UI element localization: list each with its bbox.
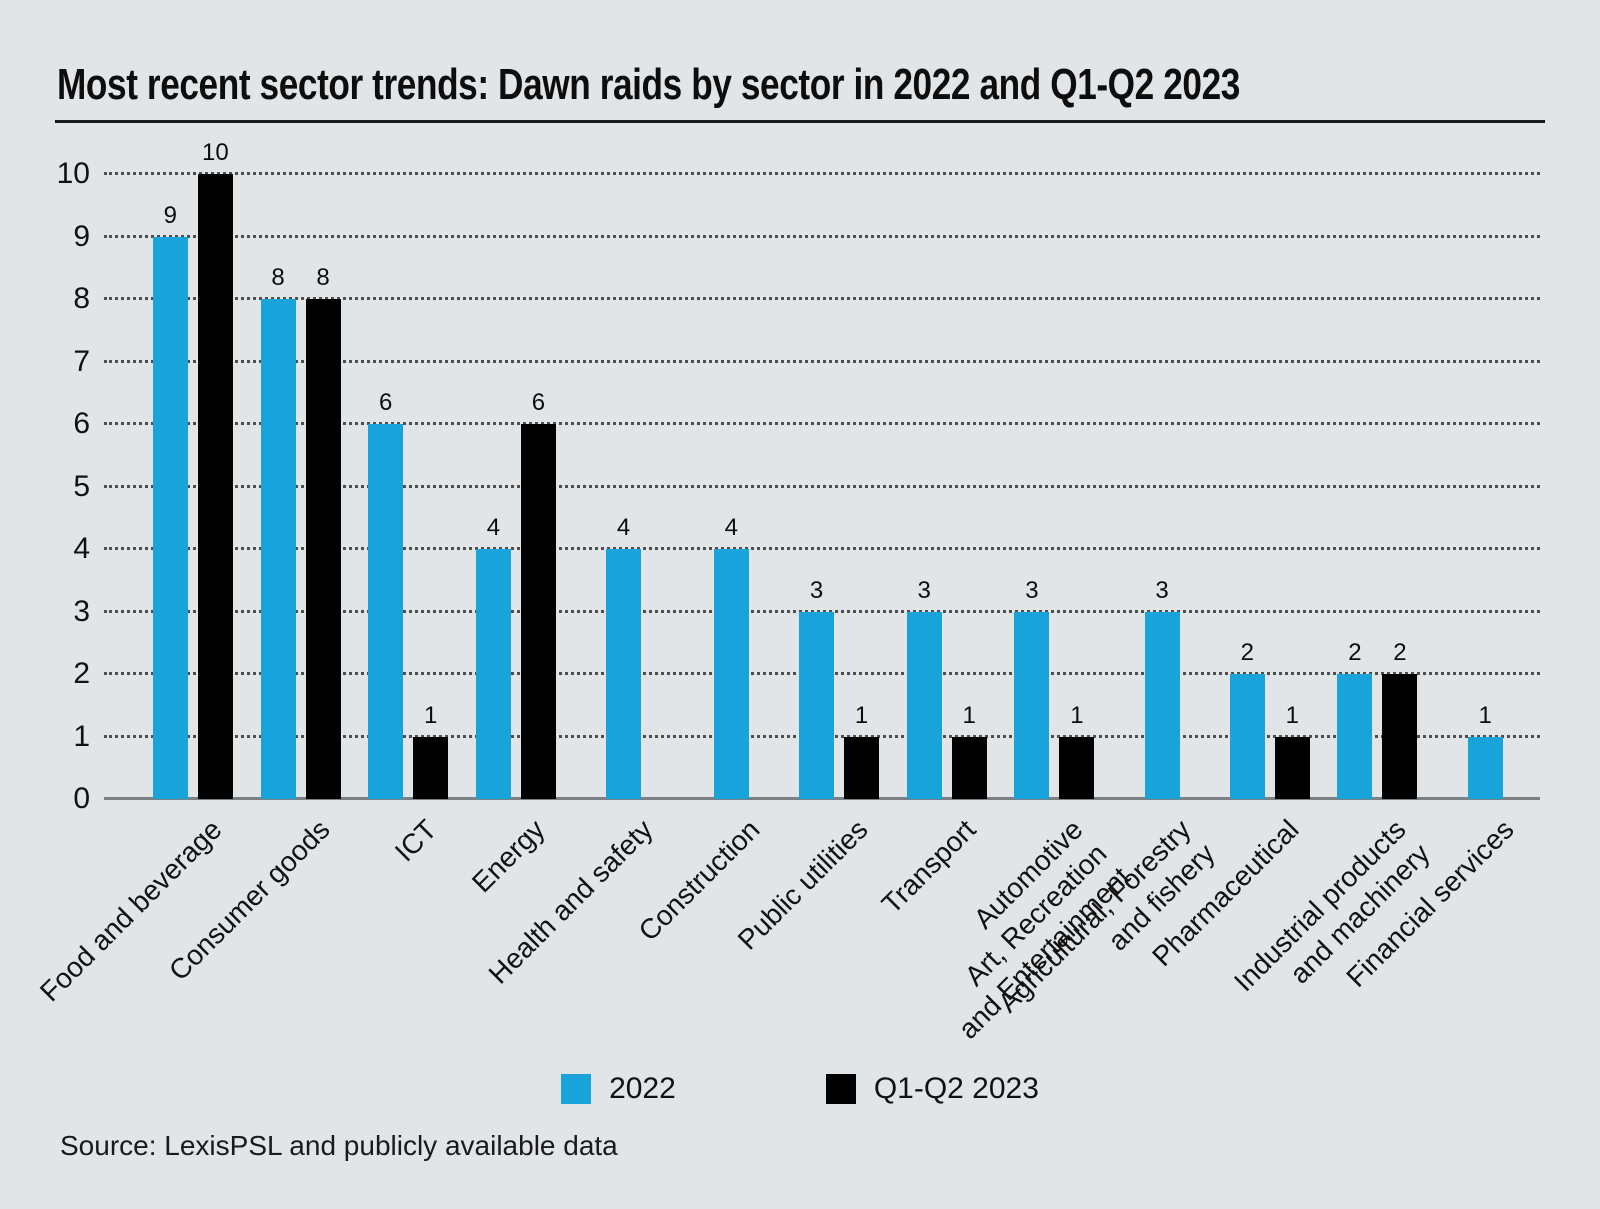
bar-2022-health-and-safety: [606, 549, 642, 799]
value-label-q1-q2-2023-consumer-goods: 8: [316, 264, 330, 291]
bar-2022-industrial-products-and-machinery: [1337, 674, 1373, 799]
bar-q1-q2-2023-ict: [413, 736, 449, 799]
bar-q1-q2-2023-energy: [520, 424, 556, 799]
gridline-4: [104, 547, 1540, 550]
value-label-2022-ict: 6: [379, 389, 393, 416]
value-label-q1-q2-2023-industrial-products-and-machinery: 2: [1393, 639, 1407, 666]
bar-q1-q2-2023-automotive-art-recreation-and-entertainment: [1059, 736, 1095, 799]
value-label-2022-food-and-beverage: 9: [163, 201, 178, 229]
legend-item-2022: 2022: [561, 1074, 676, 1104]
x-label-financial-services: Financial services: [1097, 813, 1519, 993]
y-tick-6: 6: [73, 407, 90, 440]
legend-item-q1q2-2023: Q1-Q2 2023: [825, 1072, 1039, 1105]
bar-q1-q2-2023-transport: [951, 736, 987, 799]
y-tick-0: 0: [73, 782, 90, 815]
bar-2022-consumer-goods: [260, 299, 296, 799]
bar-2022-energy: [475, 549, 511, 799]
value-label-2022-health-and-safety: 4: [616, 514, 631, 541]
value-label-2022-consumer-goods: 8: [271, 264, 285, 291]
source-note: Source: LexisPSL and publicly available …: [60, 1130, 618, 1161]
bar-2022-financial-services: [1467, 736, 1503, 799]
value-label-q1-q2-2023-food-and-beverage: 10: [201, 139, 229, 166]
bar-q1-q2-2023-food-and-beverage: [197, 174, 233, 799]
value-label-2022-energy: 4: [486, 514, 501, 541]
value-label-q1-q2-2023-pharmaceutical: 1: [1285, 701, 1299, 729]
y-tick-3: 3: [73, 594, 90, 628]
gridline-10: [104, 172, 1540, 175]
bar-q1-q2-2023-industrial-products-and-machinery: [1382, 674, 1418, 799]
value-label-q1-q2-2023-public-utilities: 1: [854, 701, 869, 729]
value-label-2022-construction: 4: [724, 514, 738, 541]
value-label-2022-public-utilities: 3: [809, 576, 824, 604]
y-tick-1: 1: [73, 719, 90, 753]
y-tick-10: 10: [56, 157, 90, 190]
value-label-q1-q2-2023-energy: 6: [531, 389, 546, 416]
legend-label-2022: 2022: [609, 1072, 676, 1105]
legend-swatch-q1q2-2023: [825, 1074, 856, 1104]
bar-q1-q2-2023-public-utilities: [844, 736, 879, 799]
value-label-2022-financial-services: 1: [1478, 701, 1492, 729]
bar-2022-automotive-art-recreation-and-entertainment: [1014, 611, 1050, 799]
legend-label-q1q2-2023: Q1-Q2 2023: [873, 1072, 1039, 1105]
bar-2022-construction: [713, 549, 749, 799]
value-label-2022-transport: 3: [917, 576, 931, 604]
chart-legend: 2022 Q1-Q2 2023: [0, 1074, 1600, 1104]
bar-2022-food-and-beverage: [152, 236, 188, 799]
value-label-2022-agricultural-forestry-and-fishery: 3: [1155, 576, 1169, 604]
y-tick-2: 2: [73, 657, 90, 690]
gridline-8: [104, 297, 1540, 300]
value-label-q1-q2-2023-ict: 1: [424, 701, 438, 729]
bar-2022-transport: [906, 611, 942, 799]
value-label-2022-industrial-products-and-machinery: 2: [1348, 639, 1362, 666]
y-tick-4: 4: [73, 532, 90, 565]
value-label-q1-q2-2023-automotive-art-recreation-and-entertainment: 1: [1070, 701, 1084, 729]
bar-2022-ict: [368, 424, 404, 799]
value-label-2022-pharmaceutical: 2: [1240, 639, 1254, 666]
chart-title: Most recent sector trends: Dawn raids by…: [57, 60, 1240, 109]
y-tick-8: 8: [73, 282, 90, 315]
value-label-q1-q2-2023-transport: 1: [962, 701, 976, 729]
bar-2022-agricultural-forestry-and-fishery: [1144, 611, 1180, 799]
y-tick-7: 7: [73, 344, 90, 378]
bar-2022-pharmaceutical: [1229, 674, 1265, 799]
gridline-5: [104, 484, 1540, 488]
gridline-7: [104, 359, 1540, 363]
bar-q1-q2-2023-pharmaceutical: [1274, 736, 1310, 799]
gridline-3: [104, 609, 1540, 613]
legend-swatch-2022: [561, 1074, 592, 1104]
bar-q1-q2-2023-consumer-goods: [305, 299, 341, 799]
value-label-2022-automotive-art-recreation-and-entertainment: 3: [1025, 576, 1039, 604]
title-rule: [55, 120, 1545, 123]
y-tick-9: 9: [73, 219, 90, 253]
gridline-9: [104, 234, 1540, 238]
bar-2022-public-utilities: [799, 611, 834, 799]
y-tick-5: 5: [73, 469, 90, 503]
gridline-6: [104, 422, 1540, 425]
